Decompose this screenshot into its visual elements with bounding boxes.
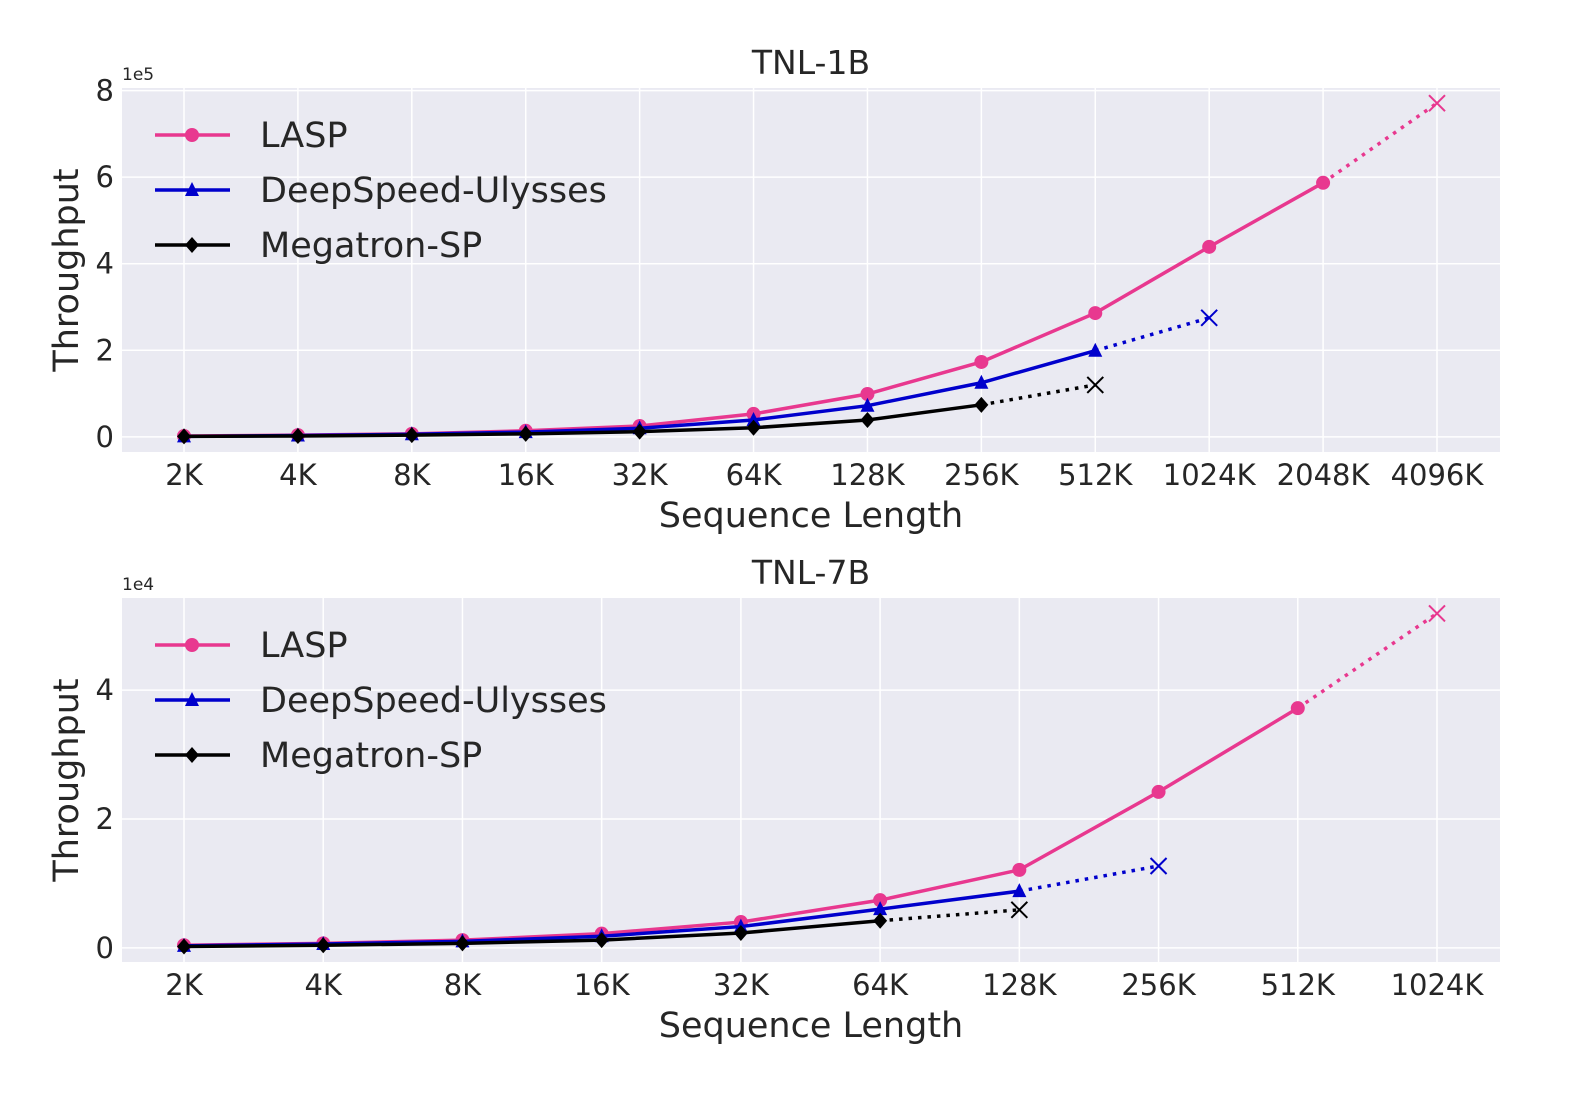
data-point (873, 893, 888, 908)
x-tick-label: 8K (393, 458, 431, 492)
x-tick-label: 8K (444, 968, 482, 1002)
plot-area (122, 88, 1500, 452)
x-tick-label: 128K (982, 968, 1057, 1002)
oom-cross-icon (1200, 309, 1218, 327)
x-tick-label: 16K (498, 458, 555, 492)
data-point (1012, 862, 1027, 877)
data-point (873, 912, 888, 929)
data-point (860, 397, 875, 412)
y-tick-label: 6 (96, 160, 114, 194)
data-point (1088, 306, 1103, 321)
data-point (290, 427, 305, 444)
legend-label: DeepSpeed-Ulysses (260, 681, 607, 721)
legend-label: Megatron-SP (260, 226, 482, 266)
y-tick-label: 2 (96, 802, 114, 836)
legend-label: DeepSpeed-Ulysses (260, 171, 607, 211)
x-tick-label: 64K (726, 458, 783, 492)
oom-cross-icon (1428, 604, 1446, 623)
data-point (594, 932, 609, 949)
x-tick-label: 128K (830, 458, 905, 492)
legend-marker (185, 638, 199, 652)
y-multiplier-label: 1e4 (122, 575, 154, 595)
legend-marker (185, 182, 199, 196)
data-point (733, 925, 748, 942)
y-axis-label: Throughput (47, 168, 87, 372)
series-line (183, 919, 881, 949)
data-point (518, 425, 533, 442)
x-tick-label: 2K (165, 968, 203, 1002)
oom-cross-icon (1428, 94, 1446, 112)
chart-title: TNL-1B (751, 43, 870, 82)
data-point (455, 935, 470, 952)
x-tick-label: 1024K (1163, 458, 1257, 492)
legend-marker (185, 128, 199, 142)
data-point (1151, 784, 1166, 799)
oom-extrapolation-line (981, 383, 1096, 407)
data-point (974, 374, 989, 389)
series-deepspeed-ulysses: DeepSpeed-Ulysses (155, 681, 1168, 952)
oom-cross-icon (1086, 376, 1104, 394)
y-multiplier-label: 1e5 (122, 65, 154, 85)
y-tick-label: 0 (96, 420, 114, 454)
data-point (974, 354, 989, 369)
data-point (316, 937, 331, 954)
data-point (746, 411, 761, 426)
data-point (746, 419, 761, 436)
data-point (860, 387, 875, 402)
plot-area (122, 598, 1500, 962)
legend-marker (185, 747, 199, 763)
data-point (632, 423, 647, 440)
data-point (177, 938, 191, 955)
x-tick-label: 64K (852, 968, 909, 1002)
legend-marker (185, 237, 199, 253)
x-tick-label: 2K (165, 458, 203, 492)
data-point (1012, 883, 1027, 898)
series-megatron-sp: Megatron-SP (155, 226, 1104, 445)
x-tick-label: 32K (713, 968, 770, 1002)
legend-label: Megatron-SP (260, 736, 482, 776)
x-tick-label: 512K (1058, 458, 1133, 492)
x-tick-label: 256K (1121, 968, 1196, 1002)
data-point (860, 411, 875, 428)
x-tick-label: 4096K (1391, 458, 1485, 492)
data-point (1290, 701, 1305, 716)
x-tick-label: 32K (612, 458, 669, 492)
chart-title: TNL-7B (751, 553, 870, 592)
oom-cross-icon (1149, 857, 1168, 875)
legend-label: LASP (260, 626, 348, 666)
data-point (1202, 239, 1217, 254)
y-axis-label: Throughput (47, 678, 87, 882)
oom-extrapolation-line (879, 908, 1020, 923)
oom-cross-icon (1010, 901, 1029, 919)
chart-panel-1: 2K 4K 8K 16K 32K 64K 128K 256K 512K 1024K 2048K 409… (47, 43, 1500, 536)
x-tick-label: 4K (304, 968, 342, 1002)
series-megatron-sp: Megatron-SP (155, 736, 1029, 955)
legend-label: LASP (260, 116, 348, 156)
x-tick-label: 16K (574, 968, 631, 1002)
series-line (183, 403, 982, 439)
y-tick-label: 4 (96, 673, 114, 707)
data-point (974, 396, 989, 413)
x-tick-label: 256K (944, 458, 1019, 492)
chart-panel-2: 2K 4K 8K 16K 32K 64K 128K 256K 512K 1024K 0 2 4 1e4 TN… (47, 553, 1500, 1046)
data-point (177, 428, 191, 445)
x-tick-label: 512K (1261, 968, 1336, 1002)
x-tick-label: 2048K (1277, 458, 1371, 492)
x-axis-label: Sequence Length (659, 1006, 964, 1046)
y-tick-label: 4 (96, 247, 114, 281)
x-axis-label: Sequence Length (659, 496, 964, 536)
data-point (1088, 342, 1103, 357)
x-tick-label: 4K (279, 458, 317, 492)
y-tick-label: 2 (96, 333, 114, 367)
oom-extrapolation-line (1322, 101, 1439, 185)
y-tick-label: 0 (96, 931, 114, 965)
x-tick-label: 1024K (1391, 968, 1485, 1002)
data-point (404, 427, 419, 444)
y-tick-label: 8 (96, 74, 114, 108)
data-point (1316, 175, 1331, 190)
legend-marker (185, 692, 199, 706)
oom-extrapolation-line (1094, 316, 1210, 353)
data-point (873, 901, 888, 916)
